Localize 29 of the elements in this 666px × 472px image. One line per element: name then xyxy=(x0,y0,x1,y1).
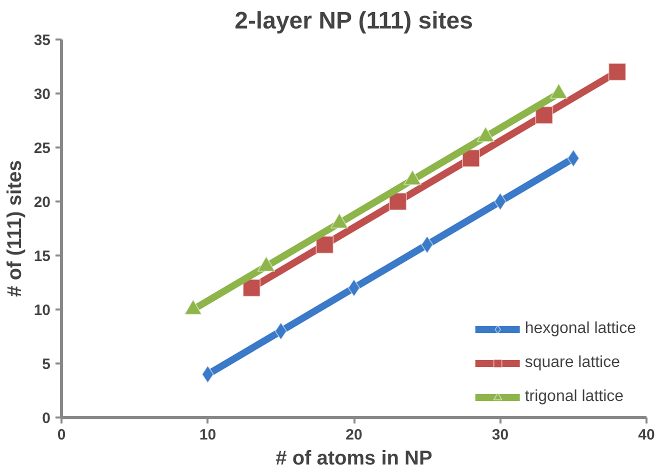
chart-title: 2-layer NP (111) sites xyxy=(234,8,473,34)
point xyxy=(316,236,334,254)
y-tick-label: 25 xyxy=(34,140,51,157)
point xyxy=(567,149,580,168)
point xyxy=(608,62,626,81)
legend-label: hexgonal lattice xyxy=(524,320,636,338)
x-tick-label: 10 xyxy=(199,426,216,444)
y-tick-label: 30 xyxy=(34,86,51,103)
point xyxy=(242,278,261,297)
point xyxy=(420,236,434,254)
legend-label: trigonal lattice xyxy=(524,388,624,406)
point xyxy=(388,192,407,210)
y-tick-label: 0 xyxy=(42,410,50,427)
x-tick-label: 20 xyxy=(346,426,362,444)
y-tick-label: 5 xyxy=(42,356,50,373)
x-tick-label: 40 xyxy=(638,426,655,444)
y-tick-label: 15 xyxy=(34,248,51,265)
x-tick-label: 30 xyxy=(492,426,509,444)
point xyxy=(274,322,288,340)
y-axis-title: # of (111) sites xyxy=(4,160,26,297)
y-tick-label: 10 xyxy=(34,302,51,319)
point xyxy=(535,106,554,124)
y-tick-label: 20 xyxy=(34,194,51,211)
x-tick-label: 0 xyxy=(57,426,66,444)
point xyxy=(462,149,480,168)
x-axis-title: # of atoms in NP xyxy=(276,448,432,470)
legend-label: square lattice xyxy=(524,354,620,372)
point xyxy=(348,278,360,297)
y-tick-label: 35 xyxy=(34,32,51,49)
